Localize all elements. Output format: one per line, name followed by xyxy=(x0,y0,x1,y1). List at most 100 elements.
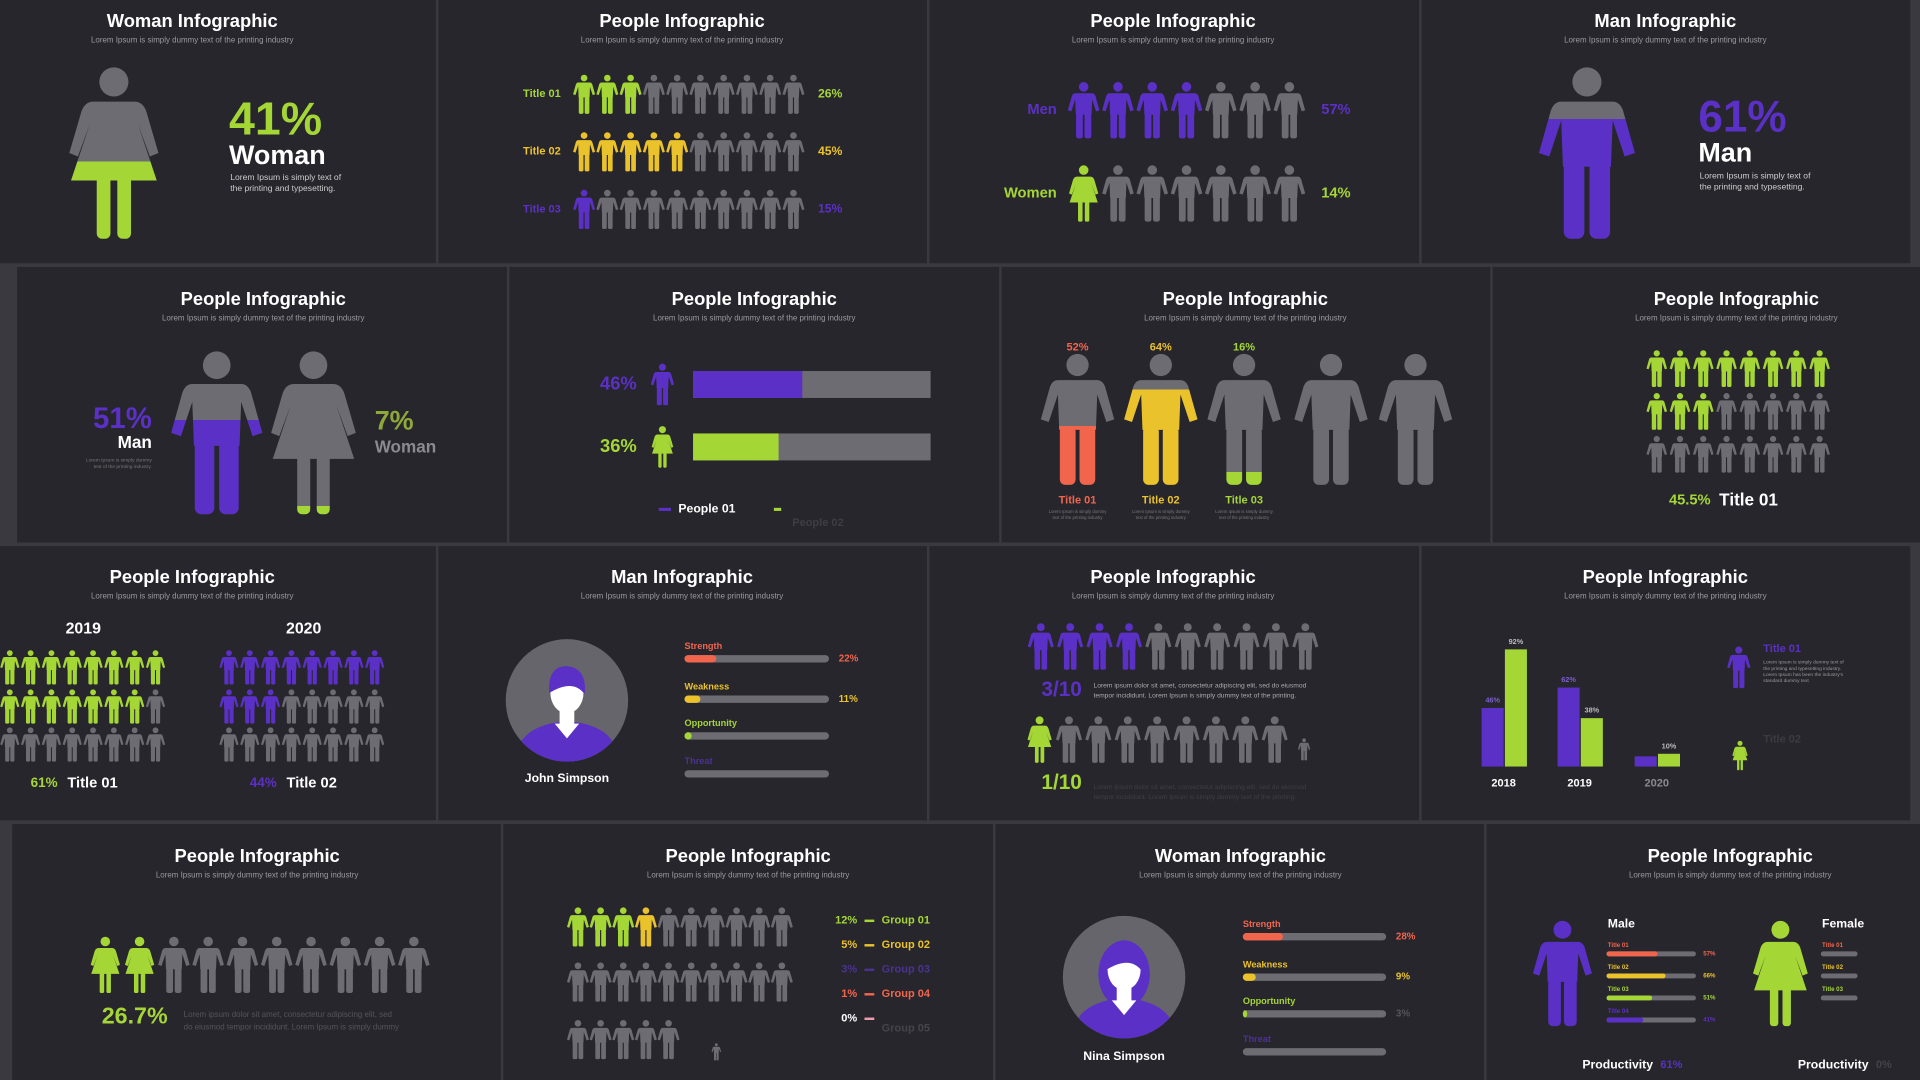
person-icon xyxy=(680,907,703,947)
icon-leg xyxy=(1721,456,1726,473)
icon-leg xyxy=(130,708,135,724)
icon-leg xyxy=(406,967,414,994)
icon-body xyxy=(642,140,665,155)
bar-fill xyxy=(693,433,779,461)
icon-head xyxy=(574,907,582,915)
icon-leg xyxy=(1153,196,1160,222)
icon-leg xyxy=(601,928,606,947)
icon-leg xyxy=(140,971,146,994)
icon-leg xyxy=(67,669,72,685)
percent: 0% xyxy=(841,1013,857,1025)
label: Woman xyxy=(375,437,437,457)
person-icon xyxy=(261,650,281,685)
icon-leg xyxy=(663,386,669,406)
icon-head xyxy=(1793,393,1800,400)
body-text: Lorem Ipsum has been the industry's xyxy=(1763,672,1843,678)
person-icon xyxy=(666,74,689,114)
icon-leg xyxy=(1397,425,1414,485)
icon-body xyxy=(634,1027,657,1043)
icon-leg xyxy=(1209,741,1216,763)
icon-leg xyxy=(1069,741,1076,763)
icon-head xyxy=(110,689,117,696)
icon-leg xyxy=(1796,413,1802,430)
icon-leg xyxy=(1216,741,1223,763)
icon-leg xyxy=(291,746,297,762)
icon-body xyxy=(573,140,596,155)
person-icon xyxy=(62,689,82,724)
icon-leg xyxy=(648,211,654,229)
icon-leg xyxy=(349,669,354,685)
icon-body xyxy=(219,696,239,710)
icon-body xyxy=(1114,725,1141,744)
icon-body xyxy=(666,82,689,98)
slide-subtitle: Lorem Ipsum is simply dummy text of the … xyxy=(581,591,784,600)
slide xyxy=(17,266,507,543)
bar xyxy=(1580,718,1603,767)
icon-head xyxy=(673,132,681,139)
icon-leg xyxy=(1306,648,1312,670)
icon-leg xyxy=(1150,741,1157,763)
icon-head xyxy=(288,727,295,734)
icon-leg xyxy=(333,669,338,685)
bar-label: Weakness xyxy=(1243,959,1288,969)
icon-body xyxy=(619,197,642,213)
icon-leg xyxy=(5,746,10,762)
icon-body xyxy=(650,372,675,388)
bar xyxy=(1634,756,1657,767)
icon-head xyxy=(597,907,604,915)
icon-body xyxy=(240,734,260,748)
icon-body xyxy=(1646,443,1668,458)
person-icon xyxy=(1716,350,1737,387)
person-icon xyxy=(295,936,327,994)
icon-body xyxy=(1170,176,1203,198)
person-icon xyxy=(219,689,239,724)
person-icon xyxy=(1646,393,1668,430)
slide-subtitle: Lorem Ipsum is simply dummy text of the … xyxy=(581,36,784,45)
icon-head xyxy=(755,907,763,915)
person-icon xyxy=(642,74,665,114)
slide-title: Man Infographic xyxy=(611,566,753,587)
icon-head xyxy=(246,650,253,657)
icon-body xyxy=(1378,380,1453,430)
icon-head xyxy=(350,689,357,696)
person-icon xyxy=(171,351,263,515)
icon-body xyxy=(642,82,665,98)
icon-body xyxy=(0,696,20,710)
icon-leg xyxy=(1247,648,1253,670)
person-icon xyxy=(702,962,725,1002)
body-text: text of the printing industry. xyxy=(94,464,152,470)
body-text: Lorem Ipsum is simply dummy xyxy=(1132,509,1190,514)
person-icon xyxy=(271,351,356,515)
icon-head xyxy=(580,132,588,139)
icon-head xyxy=(1700,350,1707,357)
icon-leg xyxy=(1152,648,1158,670)
person-icon xyxy=(634,907,657,947)
icon-head xyxy=(697,132,704,139)
bar-label: Title 01 xyxy=(1608,942,1630,949)
icon-leg xyxy=(337,967,345,994)
person-icon xyxy=(226,936,259,994)
icon-leg xyxy=(328,746,333,762)
icon-head xyxy=(650,74,658,82)
person-icon xyxy=(62,727,82,762)
icon-head xyxy=(340,936,351,947)
icon-body xyxy=(281,657,302,671)
icon-leg xyxy=(1276,648,1283,670)
value-label: 41% xyxy=(1703,1017,1716,1024)
icon-body xyxy=(145,734,166,748)
icon-leg xyxy=(1178,196,1186,222)
icon-head xyxy=(673,189,681,197)
icon-leg xyxy=(578,1041,584,1060)
icon-body xyxy=(261,696,281,710)
person-icon xyxy=(261,689,281,724)
icon-body xyxy=(1732,746,1748,761)
person-icon xyxy=(1732,740,1748,771)
icon-leg xyxy=(631,96,636,114)
icon-body xyxy=(125,657,145,671)
icon-leg xyxy=(46,708,51,724)
icon-leg xyxy=(700,211,706,229)
icon-body xyxy=(295,948,327,970)
person-icon xyxy=(363,936,396,994)
icon-leg xyxy=(234,967,242,994)
icon-leg xyxy=(724,153,729,172)
